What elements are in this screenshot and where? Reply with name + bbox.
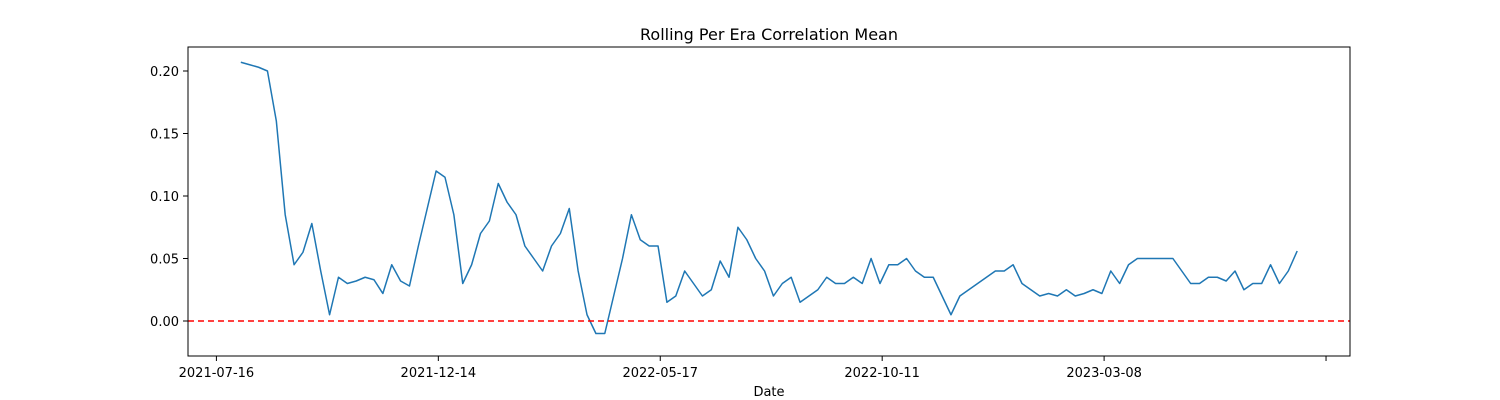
y-tick-label: 0.00	[150, 315, 179, 330]
x-tick-label: 2023-03-08	[1066, 366, 1142, 381]
x-tick-label: 2022-05-17	[622, 366, 698, 381]
y-tick-label: 0.05	[150, 253, 179, 268]
x-tick-label: 2022-10-11	[844, 366, 920, 381]
x-axis-label: Date	[753, 385, 784, 400]
y-tick-label: 0.20	[150, 65, 179, 80]
plot-frame	[187, 46, 1351, 357]
x-tick-label: 2021-07-16	[179, 366, 255, 381]
chart-title: Rolling Per Era Correlation Mean	[640, 25, 898, 44]
x-tick-label: 2021-12-14	[401, 366, 477, 381]
y-tick-label: 0.15	[150, 128, 179, 143]
data-line	[240, 61, 1298, 335]
y-tick-label: 0.10	[150, 190, 179, 205]
